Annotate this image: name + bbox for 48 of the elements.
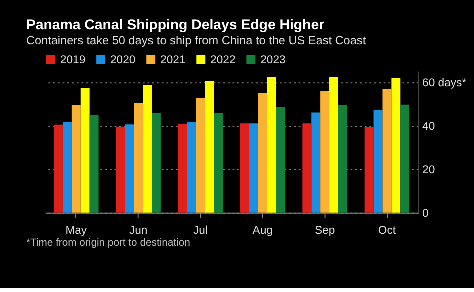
bar [143,85,152,213]
x-tick-label: May [66,225,88,238]
bar [90,115,99,213]
x-tick-label: Aug [252,225,273,238]
legend-label: 2020 [110,54,136,67]
chart-title: Panama Canal Shipping Delays Edge Higher [26,17,326,34]
bar [62,122,72,213]
bar [214,113,224,213]
bar [134,103,144,213]
bar [338,105,348,213]
bar [178,124,188,213]
bar [125,124,134,213]
y-tick-label: 60 days* [422,77,468,90]
x-tick-label: Jun [129,225,148,238]
bar [80,88,90,213]
bar [320,92,330,213]
bar [400,104,410,213]
legend-label: 2022 [210,54,236,67]
bar [240,124,250,213]
y-tick-label: 40 [422,121,436,134]
bar [330,76,338,213]
legend-label: 2019 [60,54,86,67]
bar [249,124,258,213]
bar [187,122,196,213]
bar [302,124,312,213]
bar [267,76,276,213]
bar [364,127,374,213]
bar [258,94,268,213]
bar [196,98,206,213]
x-tick-label: Sep [314,225,336,238]
bar [205,81,214,213]
y-tick-label: 0 [422,208,429,220]
bar [72,105,81,213]
chart-subtitle: Containers take 50 days to ship from China to the US East Coast [26,33,367,48]
y-tick-label: 20 [422,164,436,177]
bar [116,126,126,213]
bar [54,124,63,213]
legend-label: 2023 [260,54,286,67]
bar [382,89,392,213]
x-tick-label: Oct [378,225,397,238]
bar [392,78,401,213]
legend-label: 2021 [160,54,186,67]
bar [312,112,321,213]
bar [152,113,161,213]
text: *Time from origin port to destination [26,238,191,249]
bar [374,110,383,213]
bar [276,107,286,213]
x-tick-label: Jul [193,225,208,238]
